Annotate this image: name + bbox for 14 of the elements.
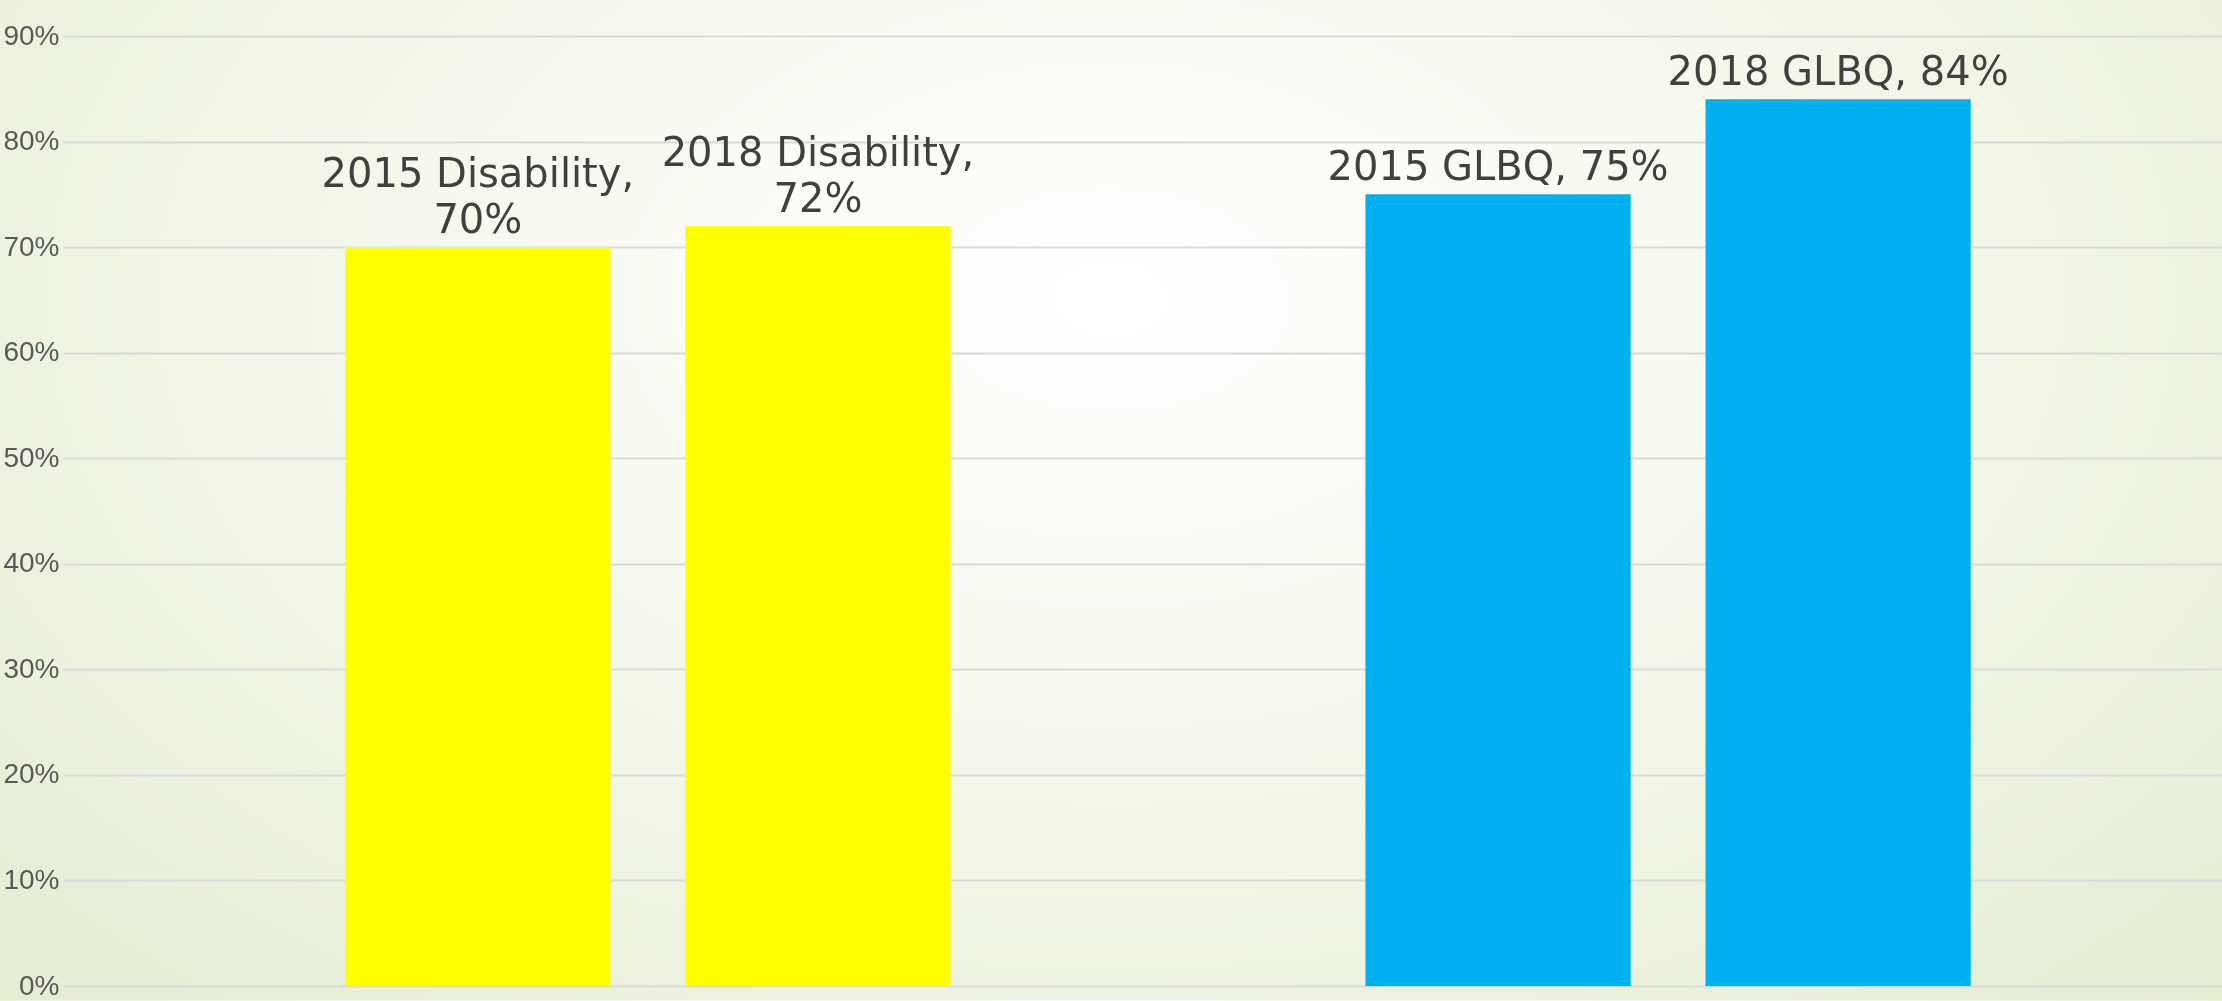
data-label: 2018 Disability, 72% (661, 129, 975, 221)
y-tick-label: 40% (3, 547, 60, 579)
y-tick-label: 0% (19, 969, 60, 1001)
y-tick-label: 50% (3, 441, 60, 473)
y-tick-label: 30% (3, 652, 60, 684)
data-label: 2015 Disability, 70% (321, 150, 635, 243)
y-tick-label: 10% (3, 863, 60, 895)
y-tick-label: 80% (3, 125, 60, 157)
data-label: 2018 GLBQ, 84% (1667, 48, 2009, 95)
y-tick-label: 20% (3, 758, 60, 790)
y-tick-label: 60% (3, 336, 60, 368)
data-label: 2015 GLBQ, 75% (1327, 143, 1669, 190)
y-tick-label: 90% (3, 19, 60, 51)
y-tick-label: 70% (3, 230, 60, 262)
